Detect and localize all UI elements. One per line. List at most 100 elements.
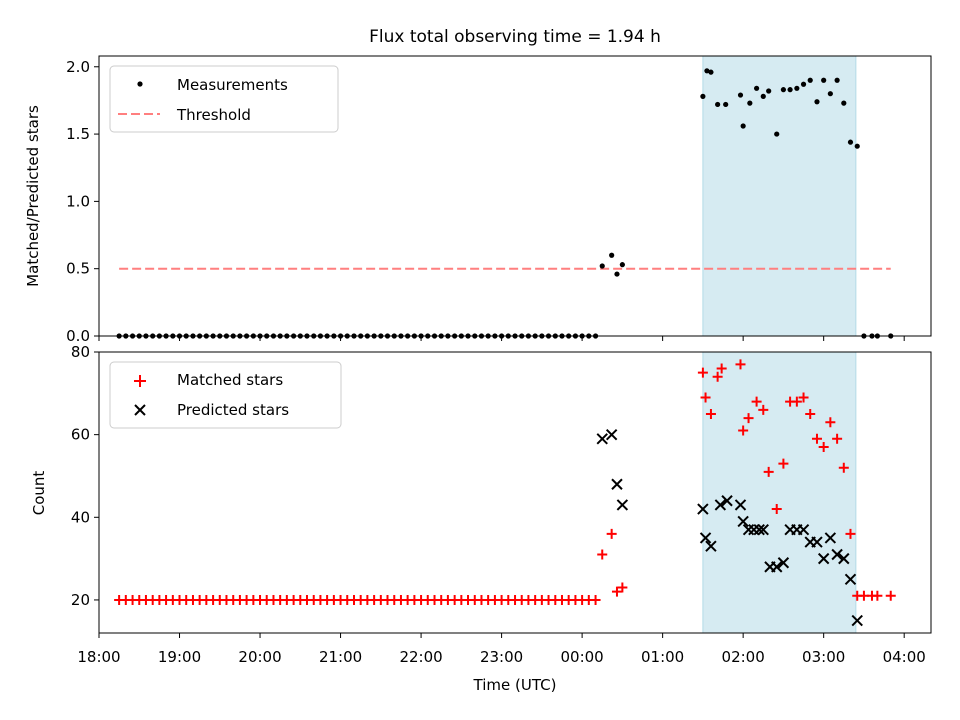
measurement-point — [780, 87, 787, 93]
predicted-star-point — [817, 552, 830, 565]
measurement-point — [787, 87, 793, 93]
matched-star-point — [771, 504, 782, 515]
measurement-point — [609, 252, 615, 258]
matched-star-point — [825, 417, 836, 428]
measurements-legend-icon — [137, 81, 143, 87]
x-tick-label: 01:00 — [641, 648, 684, 666]
x-tick-label: 02:00 — [722, 648, 765, 666]
measurement-point — [753, 85, 760, 91]
measurement-point — [766, 88, 772, 94]
matched-star-point — [798, 392, 809, 403]
matched-star-point — [712, 371, 723, 382]
top-y-tick-label: 2.0 — [66, 58, 90, 76]
bottom-y-axis-label: Count — [30, 471, 48, 516]
matched-star-point — [735, 359, 746, 370]
bottom-y-tick-label: 40 — [71, 508, 90, 526]
top-y-tick-label: 0.5 — [66, 260, 90, 278]
predicted-star-point — [721, 495, 733, 507]
matched-star-point — [716, 363, 727, 374]
predicted-stars-legend-label: Predicted stars — [177, 401, 289, 419]
top-plot-frame — [98, 55, 932, 337]
matched-stars-legend-label: Matched stars — [177, 371, 283, 389]
figure-title: Flux total observing time = 1.94 h — [369, 27, 661, 47]
bottom-x-ticks: 18:00 19:00 20:00 21:00 22:00 23:00 00:00 01:00… — [77, 633, 926, 666]
x-tick-label: 04:00 — [883, 648, 926, 666]
predicted-star-point — [714, 499, 727, 511]
top-y-tick-label: 1.5 — [66, 125, 90, 143]
predicted-star-point — [616, 499, 629, 511]
predicted-star-point — [844, 573, 857, 585]
predicted-star-point — [705, 540, 717, 552]
top-y-tick-label: 0.0 — [66, 327, 90, 345]
measurement-point — [704, 68, 710, 74]
measurement-point — [708, 69, 714, 75]
predicted-star-point — [605, 428, 618, 441]
measurement-point — [827, 91, 833, 97]
matched-star-point — [872, 590, 883, 601]
top-panel: 0.00.51.01.52.0 Matched/Predicted stars … — [24, 55, 932, 345]
predicted-star-point — [777, 557, 790, 569]
predicted-star-point — [824, 532, 837, 544]
predicted-star-point — [734, 499, 747, 511]
predicted-star-point — [611, 478, 623, 490]
matched-star-point — [845, 528, 856, 539]
predicted-star-point — [838, 552, 850, 565]
top-shaded-interval — [702, 55, 857, 337]
predicted-star-point — [699, 532, 712, 544]
top-legend: Measurements Threshold — [109, 65, 339, 133]
x-tick-label: 18:00 — [77, 648, 120, 666]
predicted-star-point — [753, 523, 765, 536]
predicted-star-point — [757, 523, 769, 536]
x-tick-label: 00:00 — [560, 648, 603, 666]
measurement-point — [760, 93, 766, 99]
matched-star-point — [590, 594, 601, 605]
measurement-point — [774, 131, 780, 137]
measurement-point — [800, 81, 807, 87]
x-tick-label: 20:00 — [238, 648, 281, 666]
matched-star-point — [763, 466, 774, 477]
top-legend-box — [109, 65, 339, 133]
matched-star-point — [743, 413, 754, 424]
bottom-legend-box — [109, 361, 342, 429]
top-x-ticks — [98, 336, 905, 341]
measurement-point — [740, 123, 746, 129]
measurement-point — [821, 77, 827, 83]
matched-star-point — [811, 433, 822, 444]
measurement-point — [747, 100, 753, 106]
measurement-point — [841, 100, 847, 106]
measurement-point — [807, 77, 813, 83]
measurements-legend-label: Measurements — [177, 76, 288, 94]
bottom-y-tick-label: 20 — [71, 591, 90, 609]
matched-star-point — [832, 433, 843, 444]
predicted-stars-points — [596, 428, 863, 627]
bottom-shaded-interval — [702, 351, 857, 634]
predicted-star-point — [771, 561, 783, 573]
predicted-star-point — [797, 523, 810, 536]
matched-star-point — [611, 586, 622, 597]
matched-star-point — [751, 396, 762, 407]
x-axis-label: Time (UTC) — [473, 676, 557, 694]
predicted-star-point — [831, 548, 843, 561]
top-y-axis-label: Matched/Predicted stars — [24, 105, 42, 287]
measurement-point — [723, 101, 729, 108]
measurement-point — [847, 139, 854, 145]
predicted-star-point — [596, 433, 608, 445]
predicted-star-point — [851, 614, 863, 627]
matched-stars-points — [114, 359, 896, 605]
measurement-point — [794, 85, 800, 91]
matched-star-point — [617, 582, 628, 593]
matched-star-point — [778, 458, 789, 469]
threshold-legend-label: Threshold — [176, 106, 251, 124]
matched-star-point — [805, 408, 816, 419]
matched-star-point — [818, 442, 829, 453]
x-tick-label: 23:00 — [480, 648, 523, 666]
predicted-star-point — [737, 515, 749, 528]
predicted-stars-legend-icon — [134, 404, 146, 416]
top-y-ticks: 0.0 0.5 1.0 1.5 2.0 — [66, 58, 99, 345]
matched-star-point — [606, 528, 617, 539]
x-tick-label: 19:00 — [158, 648, 201, 666]
x-tick-label: 03:00 — [802, 648, 845, 666]
predicted-star-point — [697, 503, 709, 515]
matched-star-point — [705, 408, 716, 419]
measurement-point — [834, 77, 840, 83]
